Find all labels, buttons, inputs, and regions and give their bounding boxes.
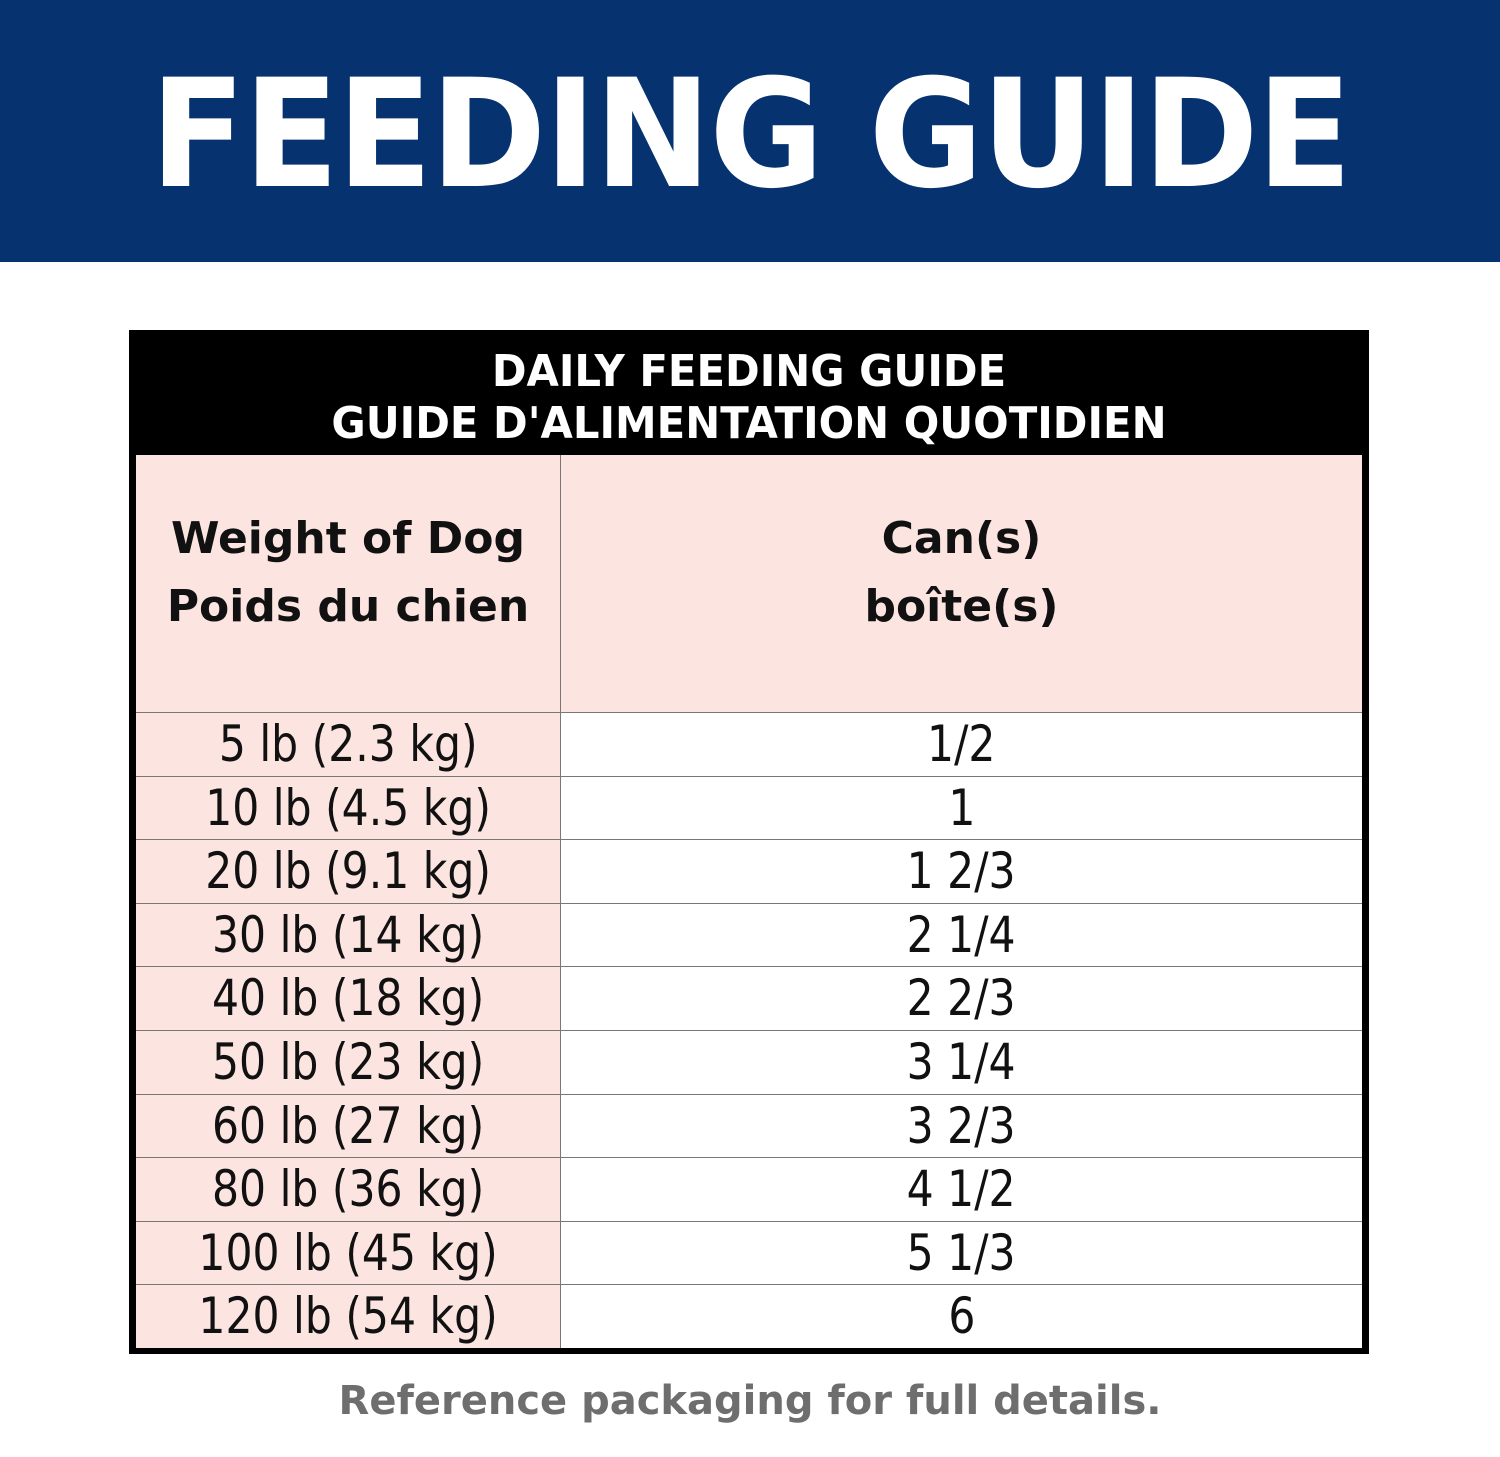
cans-cell: 1 2/3 [561, 840, 1362, 903]
title-banner: FEEDING GUIDE [0, 0, 1500, 262]
cans-cell: 1/2 [561, 713, 1362, 776]
cans-value: 1/2 [927, 715, 996, 773]
weight-cell: 60 lb (27 kg) [136, 1094, 561, 1158]
feeding-table: DAILY FEEDING GUIDE GUIDE D'ALIMENTATION… [129, 330, 1369, 1354]
cans-cell: 2 2/3 [561, 967, 1362, 1030]
cans-value: 1 2/3 [907, 842, 1016, 901]
weight-value: 50 lb (23 kg) [211, 1032, 485, 1091]
weight-header-en: Weight of Dog [171, 513, 525, 564]
weight-value: 120 lb (54 kg) [198, 1287, 498, 1346]
weight-value: 80 lb (36 kg) [211, 1160, 485, 1219]
weight-value: 60 lb (27 kg) [211, 1096, 485, 1155]
cans-header-fr: boîte(s) [864, 581, 1059, 632]
weight-value: 5 lb (2.3 kg) [218, 715, 478, 773]
weight-cell: 40 lb (18 kg) [136, 967, 561, 1030]
weight-header-fr: Poids du chien [166, 581, 530, 632]
table-row: 80 lb (36 kg) 4 1/2 [136, 1157, 1362, 1221]
cans-cell: 5 1/3 [561, 1221, 1362, 1285]
table-title-fr: GUIDE D'ALIMENTATION QUOTIDIEN [331, 398, 1167, 449]
footer-note: Reference packaging for full details. [338, 1378, 1162, 1424]
weight-cell: 20 lb (9.1 kg) [136, 840, 561, 903]
weight-header: Weight of Dog Poids du chien [136, 455, 561, 712]
weight-value: 30 lb (14 kg) [211, 905, 485, 964]
cans-value: 3 1/4 [907, 1032, 1016, 1091]
cans-cell: 6 [561, 1285, 1362, 1348]
table-row: 60 lb (27 kg) 3 2/3 [136, 1093, 1362, 1158]
cans-value: 2 2/3 [907, 969, 1016, 1028]
weight-cell: 30 lb (14 kg) [136, 903, 561, 967]
cans-cell: 1 [561, 776, 1362, 840]
cans-value: 6 [947, 1287, 976, 1346]
cans-cell: 3 2/3 [561, 1094, 1362, 1158]
weight-cell: 5 lb (2.3 kg) [136, 713, 561, 776]
cans-cell: 3 1/4 [561, 1030, 1362, 1094]
weight-cell: 120 lb (54 kg) [136, 1285, 561, 1348]
weight-cell: 50 lb (23 kg) [136, 1030, 561, 1094]
cans-value: 2 1/4 [907, 905, 1016, 964]
table-row: 5 lb (2.3 kg) 1/2 [136, 712, 1362, 776]
cans-value: 4 1/2 [907, 1160, 1016, 1219]
table-row: 30 lb (14 kg) 2 1/4 [136, 902, 1362, 967]
table-body: Weight of Dog Poids du chien Can(s) boît… [136, 455, 1362, 1348]
table-row: 120 lb (54 kg) 6 [136, 1284, 1362, 1348]
cans-cell: 2 1/4 [561, 903, 1362, 967]
weight-value: 20 lb (9.1 kg) [205, 842, 491, 901]
table-row: 10 lb (4.5 kg) 1 [136, 775, 1362, 840]
table-title: DAILY FEEDING GUIDE GUIDE D'ALIMENTATION… [129, 330, 1369, 455]
table-title-en: DAILY FEEDING GUIDE [491, 346, 1007, 397]
cans-value: 5 1/3 [907, 1223, 1016, 1282]
cans-cell: 4 1/2 [561, 1158, 1362, 1221]
table-row: 20 lb (9.1 kg) 1 2/3 [136, 839, 1362, 903]
cans-header: Can(s) boîte(s) [561, 455, 1362, 712]
cans-header-en: Can(s) [881, 513, 1042, 564]
page-title: FEEDING GUIDE [150, 48, 1352, 222]
table-row: 50 lb (23 kg) 3 1/4 [136, 1029, 1362, 1094]
cans-value: 1 [947, 778, 976, 837]
table-row: 40 lb (18 kg) 2 2/3 [136, 966, 1362, 1030]
weight-cell: 10 lb (4.5 kg) [136, 776, 561, 840]
weight-value: 100 lb (45 kg) [198, 1223, 498, 1282]
weight-cell: 100 lb (45 kg) [136, 1221, 561, 1285]
table-row: 100 lb (45 kg) 5 1/3 [136, 1220, 1362, 1285]
cans-value: 3 2/3 [907, 1096, 1016, 1155]
weight-cell: 80 lb (36 kg) [136, 1158, 561, 1221]
weight-value: 40 lb (18 kg) [211, 969, 485, 1028]
header-row: Weight of Dog Poids du chien Can(s) boît… [136, 455, 1362, 712]
weight-value: 10 lb (4.5 kg) [205, 778, 491, 837]
